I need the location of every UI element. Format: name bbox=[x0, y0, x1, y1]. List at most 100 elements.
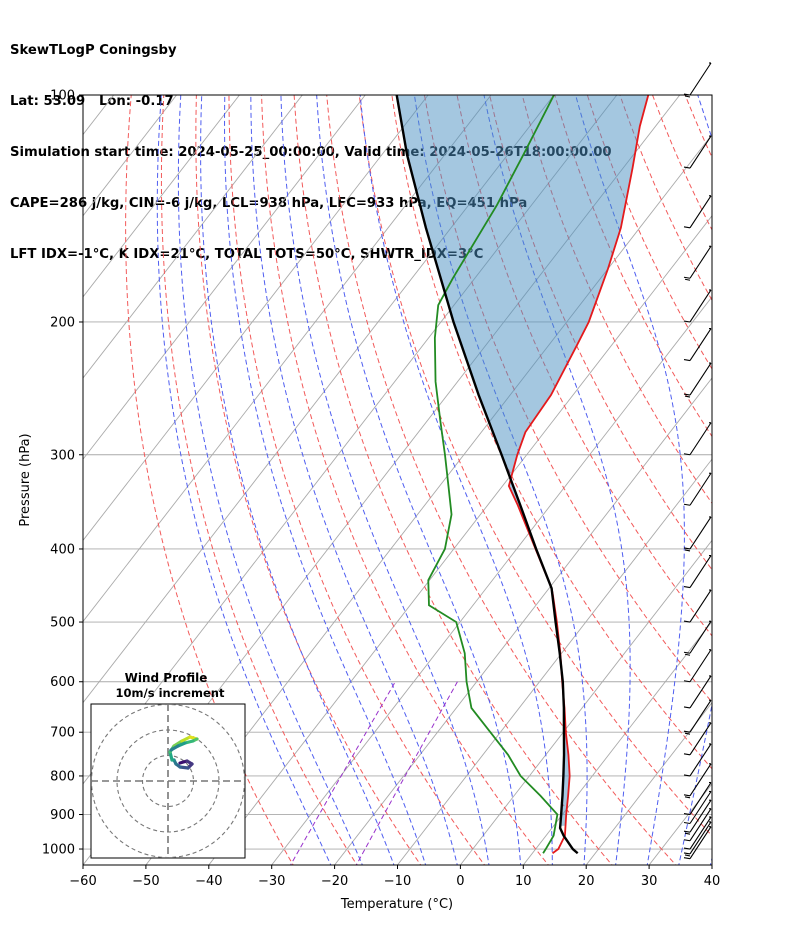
y-tick-label: 1000 bbox=[42, 843, 75, 858]
isotherm-line bbox=[334, 377, 712, 865]
moist-adiabat-line bbox=[483, 95, 631, 865]
wind-barb bbox=[683, 422, 712, 456]
wind-barb bbox=[683, 790, 712, 825]
moist-adiabat-line bbox=[224, 95, 427, 865]
wind-barb bbox=[683, 821, 712, 857]
wind-barb bbox=[683, 289, 712, 323]
y-tick-label: 500 bbox=[50, 616, 75, 631]
isotherm-line bbox=[145, 133, 712, 865]
wind-barb bbox=[683, 826, 712, 860]
wind-barb bbox=[683, 245, 712, 281]
isotherm-line bbox=[83, 95, 492, 623]
wind-barb bbox=[683, 722, 712, 756]
wind-barb bbox=[683, 472, 712, 506]
wind-barb bbox=[683, 135, 712, 169]
y-tick-label: 900 bbox=[50, 808, 75, 823]
hodograph-segment bbox=[169, 744, 180, 752]
x-tick-label: −60 bbox=[69, 874, 96, 889]
y-tick-label: 100 bbox=[50, 89, 75, 104]
isotherm-line bbox=[585, 701, 712, 865]
x-tick-label: 0 bbox=[456, 874, 464, 889]
dry-adiabat-line bbox=[195, 95, 422, 865]
isotherm-line bbox=[396, 458, 712, 865]
axis-ticks: −60 −50 −40 −30 −20 −10 0 10 20 30 40 1000 900 800 700… bbox=[42, 89, 720, 890]
moist-adiabat-line bbox=[156, 95, 332, 865]
cape-area bbox=[551, 588, 570, 826]
y-axis-label: Pressure (hPa) bbox=[18, 433, 33, 526]
wind-barb bbox=[683, 649, 712, 683]
dry-adiabat-line bbox=[358, 95, 712, 837]
wind-barb bbox=[683, 699, 712, 735]
wind-barb bbox=[683, 328, 712, 362]
isotherm-line bbox=[83, 95, 303, 379]
wind-barb bbox=[683, 362, 712, 398]
dry-adiabat-line bbox=[521, 95, 712, 505]
wind-barb bbox=[683, 195, 712, 229]
x-tick-label: −30 bbox=[258, 874, 285, 889]
isotherm-line bbox=[83, 95, 241, 298]
dewpoint-line bbox=[427, 95, 559, 854]
cape-cin-fill-layer bbox=[396, 95, 649, 826]
isotherm-line bbox=[459, 539, 712, 865]
dry-adiabat-line bbox=[160, 95, 358, 865]
grid-layer bbox=[83, 95, 794, 868]
x-tick-label: −10 bbox=[384, 874, 411, 889]
wind-barb bbox=[683, 743, 712, 777]
dry-adiabat-line bbox=[718, 95, 794, 868]
dry-adiabat-line bbox=[619, 95, 712, 302]
dry-adiabat-line bbox=[554, 95, 712, 438]
dry-adiabat-line bbox=[326, 95, 677, 865]
wind-barb bbox=[683, 516, 712, 552]
dry-adiabat-line bbox=[783, 95, 794, 868]
moist-adiabat-line bbox=[316, 95, 522, 865]
dry-adiabat-line bbox=[456, 95, 712, 637]
wind-barb bbox=[683, 620, 712, 656]
wind-barb bbox=[683, 62, 712, 98]
dry-adiabat-line bbox=[228, 95, 486, 865]
x-tick-label: 10 bbox=[515, 874, 532, 889]
isotherm-line bbox=[711, 864, 712, 865]
isotherm-line bbox=[522, 620, 712, 865]
x-tick-label: −50 bbox=[132, 874, 159, 889]
isotherm-line bbox=[271, 296, 712, 865]
wind-barb-layer bbox=[683, 62, 712, 860]
x-tick-label: −20 bbox=[321, 874, 348, 889]
wind-barb bbox=[683, 554, 712, 589]
x-tick-label: 20 bbox=[578, 874, 595, 889]
y-tick-label: 400 bbox=[50, 542, 75, 557]
moist-adiabat-line bbox=[678, 95, 712, 865]
header-location: Lat: 53.09 Lon: -0.17 bbox=[10, 94, 174, 109]
x-tick-label: 40 bbox=[704, 874, 721, 889]
wind-barb bbox=[683, 781, 712, 816]
y-tick-label: 700 bbox=[50, 726, 75, 741]
upper-positive-area bbox=[396, 95, 649, 589]
y-tick-label: 800 bbox=[50, 769, 75, 784]
x-axis-label: Temperature (°C) bbox=[340, 897, 453, 912]
wind-barb bbox=[683, 763, 712, 799]
parcel-path-line bbox=[395, 95, 579, 855]
x-tick-label: −40 bbox=[195, 874, 222, 889]
header-title: SkewTLogP Coningsby bbox=[10, 43, 177, 58]
y-tick-label: 600 bbox=[50, 675, 75, 690]
isotherm-line bbox=[83, 95, 429, 542]
dry-adiabat-line bbox=[293, 95, 613, 865]
dry-adiabat-line bbox=[750, 95, 794, 868]
wind-barb bbox=[683, 808, 712, 842]
moist-adiabat-line bbox=[200, 95, 395, 865]
x-tick-label: 30 bbox=[641, 874, 658, 889]
mixing-ratio-line bbox=[289, 681, 396, 865]
y-tick-label: 300 bbox=[50, 448, 75, 463]
inset-title: Wind Profile bbox=[125, 671, 208, 685]
moist-adiabat-line bbox=[280, 95, 490, 865]
moist-adiabat-line bbox=[250, 95, 458, 865]
dry-adiabat-line bbox=[261, 95, 549, 865]
moist-adiabat-line bbox=[709, 856, 712, 865]
y-tick-label: 200 bbox=[50, 315, 75, 330]
isotherm-line bbox=[83, 95, 178, 217]
wind-barb bbox=[683, 799, 712, 835]
wind-barb bbox=[683, 589, 712, 623]
inset-subtitle: 10m/s increment bbox=[116, 686, 225, 700]
inset-hodograph bbox=[90, 703, 246, 859]
wind-profile-inset: Wind Profile 10m/s increment bbox=[90, 671, 246, 859]
